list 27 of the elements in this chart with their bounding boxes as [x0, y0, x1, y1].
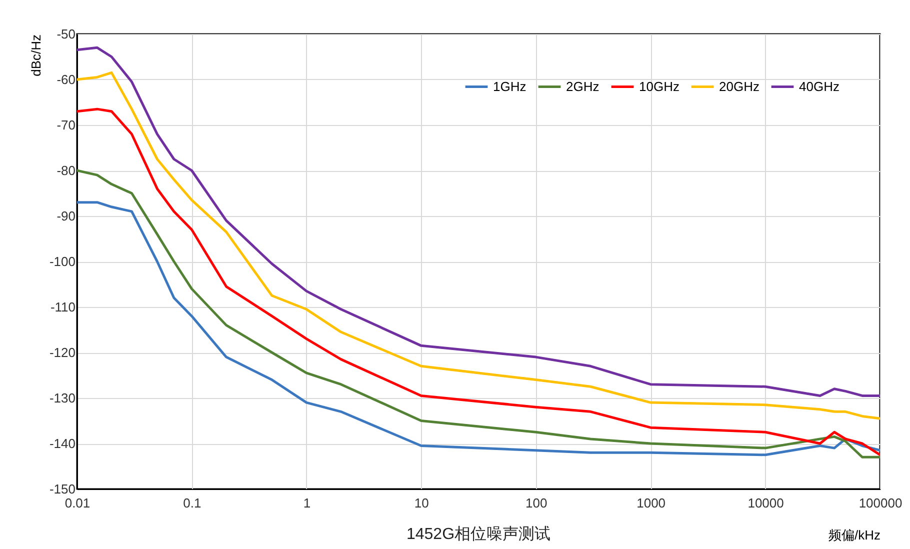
y-tick-label: -130 — [49, 390, 76, 406]
y-axis-title: dBc/Hz — [28, 34, 44, 76]
x-tick-label: 1 — [303, 496, 311, 510]
legend-label: 40GHz — [799, 78, 840, 94]
x-tick-label: 0.01 — [64, 496, 90, 510]
y-tick-label: -80 — [56, 163, 76, 178]
x-tick-label: 10 — [414, 496, 429, 510]
legend-label: 2GHz — [566, 78, 600, 94]
y-tick-label: -90 — [56, 208, 76, 224]
y-tick-label: -110 — [50, 300, 76, 314]
y-tick-label: -60 — [56, 72, 76, 87]
y-tick-label: -50 — [56, 26, 76, 42]
x-tick-label: 10000 — [748, 496, 784, 510]
x-tick-label: 100000 — [858, 496, 902, 510]
y-tick-label: -100 — [49, 254, 76, 269]
x-tick-label: 0.1 — [183, 496, 202, 510]
legend-label: 10GHz — [639, 78, 680, 94]
text: 1452G相位噪声测试 — [406, 525, 551, 543]
x-tick-label: 1000 — [636, 496, 666, 510]
y-tick-label: -140 — [49, 436, 76, 451]
y-tick-label: -150 — [49, 482, 76, 496]
y-tick-label: -120 — [49, 345, 76, 360]
x-tick-label: 100 — [526, 496, 548, 510]
x-axis-title: 频偏/kHz — [828, 528, 880, 542]
legend-label: 20GHz — [719, 78, 760, 94]
y-tick-label: -70 — [56, 118, 76, 132]
legend-label: 1GHz — [493, 78, 526, 94]
